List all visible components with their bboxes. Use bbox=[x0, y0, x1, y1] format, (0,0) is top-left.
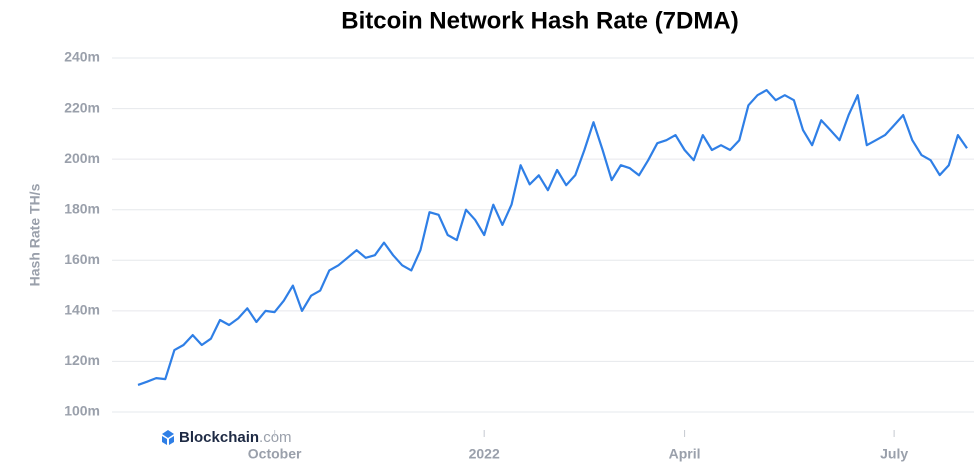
x-tick-label: 2022 bbox=[469, 446, 500, 462]
y-tick-label: 120m bbox=[64, 352, 100, 368]
y-tick-label: 100m bbox=[64, 403, 100, 419]
y-axis-label: Hash Rate TH/s bbox=[27, 183, 43, 286]
y-tick-label: 220m bbox=[64, 99, 100, 115]
x-tick-label: April bbox=[669, 446, 701, 462]
logo: Blockchain.com bbox=[162, 429, 292, 446]
chart-title: Bitcoin Network Hash Rate (7DMA) bbox=[341, 7, 738, 34]
logo-icon bbox=[162, 430, 174, 445]
logo-domain: .com bbox=[259, 429, 292, 446]
y-tick-label: 160m bbox=[64, 251, 100, 267]
data-line bbox=[137, 89, 968, 386]
x-tick-label: October bbox=[248, 446, 302, 462]
x-tick-label: July bbox=[880, 446, 908, 462]
y-tick-label: 240m bbox=[64, 49, 100, 65]
logo-brand: Blockchain bbox=[179, 429, 259, 446]
logo-text: Blockchain.com bbox=[179, 429, 292, 446]
y-tick-label: 180m bbox=[64, 200, 100, 216]
y-tick-label: 200m bbox=[64, 150, 100, 166]
y-tick-label: 140m bbox=[64, 302, 100, 318]
